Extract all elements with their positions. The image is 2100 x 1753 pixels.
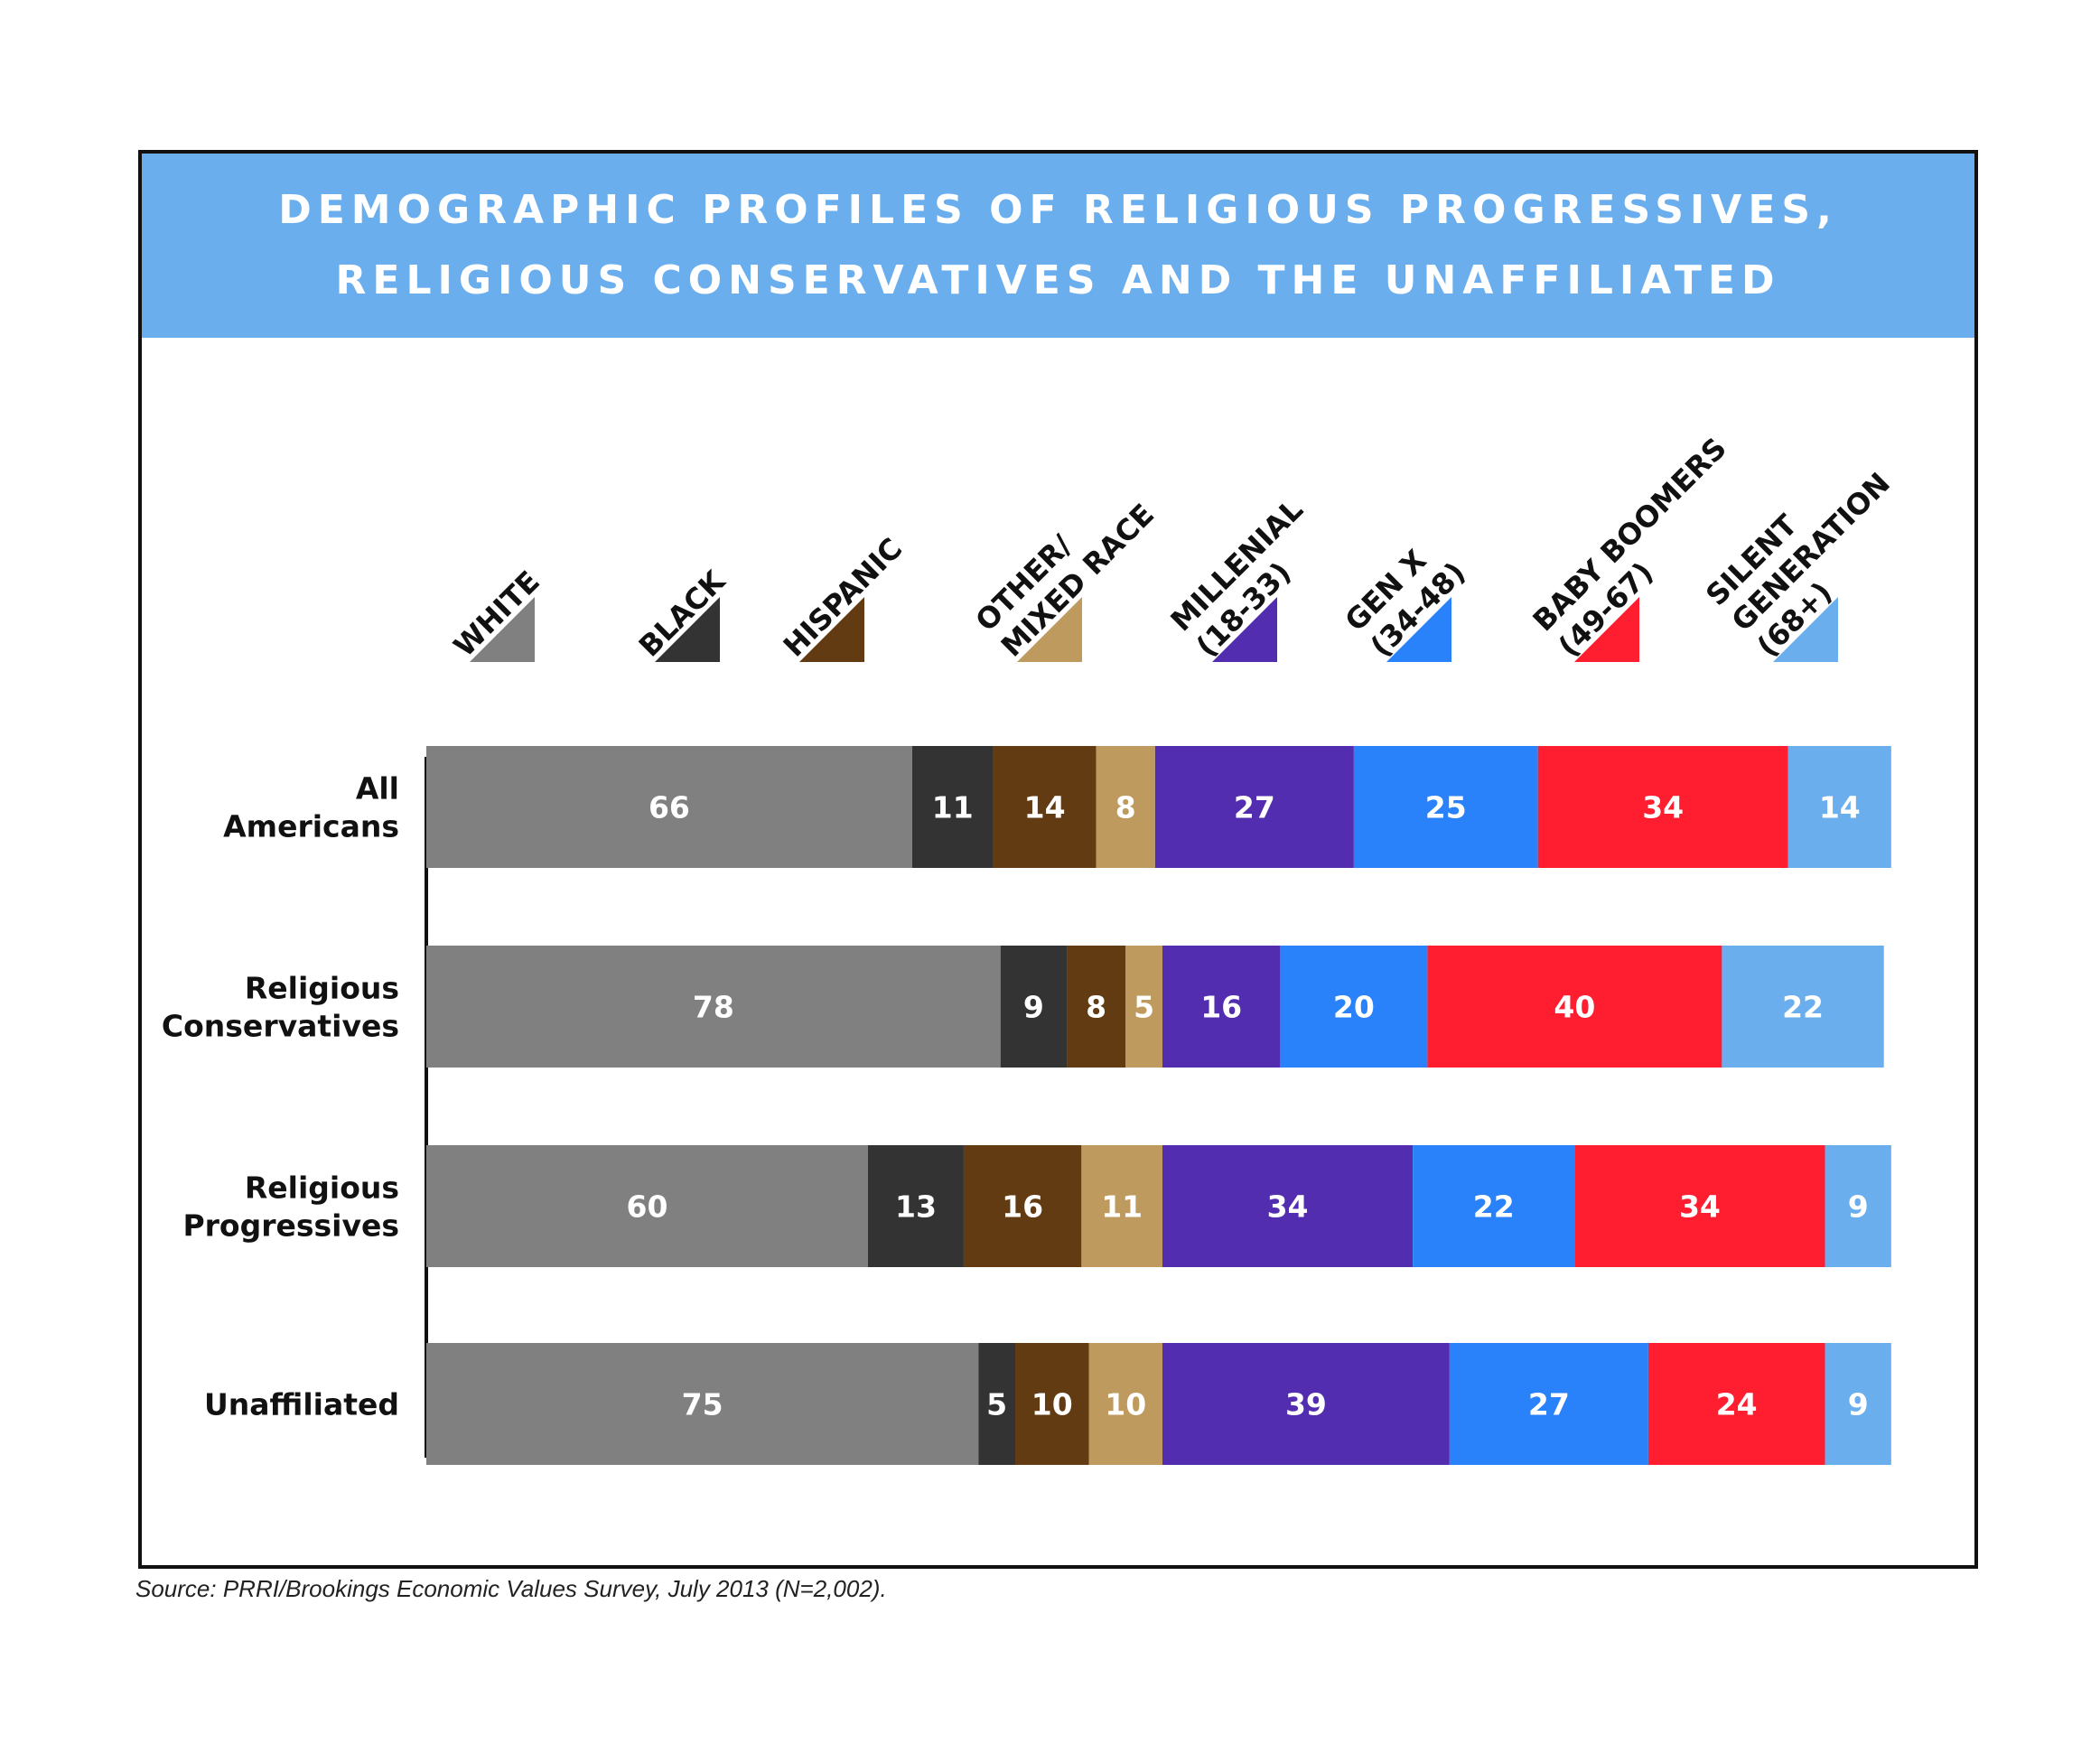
chart-title-line-1: DEMOGRAPHIC PROFILES OF RELIGIOUS PROGRE… — [278, 187, 1838, 233]
data-label-2-5: 22 — [1473, 1189, 1515, 1225]
data-label-2-4: 34 — [1267, 1189, 1309, 1225]
legend-swatch-2 — [799, 597, 864, 662]
bar-segment-1-3 — [1125, 946, 1162, 1068]
category-label-0: All Americans — [223, 771, 399, 844]
data-label-0-0: 66 — [649, 790, 690, 825]
bar-segment-0-6 — [1537, 746, 1788, 868]
bar-segment-1-2 — [1067, 946, 1126, 1068]
legend-swatch-1 — [655, 597, 720, 662]
legend-swatch-3 — [1017, 597, 1082, 662]
bar-segment-0-2 — [993, 746, 1097, 868]
data-label-1-7: 22 — [1782, 990, 1824, 1025]
bar-segment-3-0 — [426, 1343, 979, 1465]
data-label-0-4: 27 — [1234, 790, 1275, 825]
bar-segment-3-6 — [1647, 1343, 1825, 1465]
bar-segment-0-4 — [1154, 746, 1354, 868]
bar-segment-0-1 — [911, 746, 994, 868]
category-label-3: Unaffiliated — [204, 1387, 399, 1422]
data-label-3-6: 24 — [1716, 1387, 1758, 1422]
data-label-2-7: 9 — [1848, 1189, 1869, 1225]
bar-segment-2-1 — [868, 1145, 964, 1267]
bar-segment-3-3 — [1088, 1343, 1162, 1465]
data-label-3-4: 39 — [1285, 1387, 1327, 1422]
bar-segment-2-0 — [426, 1145, 868, 1267]
bar-segment-2-6 — [1574, 1145, 1825, 1267]
data-label-0-5: 25 — [1425, 790, 1467, 825]
data-label-2-6: 34 — [1679, 1189, 1721, 1225]
bar-segment-3-4 — [1162, 1343, 1450, 1465]
title-banner: DEMOGRAPHIC PROFILES OF RELIGIOUS PROGRE… — [142, 154, 1974, 338]
chart-title-line-2: RELIGIOUS CONSERVATIVES AND THE UNAFFILI… — [335, 257, 1781, 303]
data-label-2-1: 13 — [895, 1189, 937, 1225]
data-label-1-6: 40 — [1554, 990, 1595, 1025]
data-label-0-3: 8 — [1115, 790, 1136, 825]
bar-segment-3-2 — [1015, 1343, 1089, 1465]
data-label-3-5: 27 — [1528, 1387, 1570, 1422]
bar-segment-1-0 — [426, 946, 1001, 1068]
bar-segment-0-3 — [1096, 746, 1155, 868]
bar-segment-3-7 — [1825, 1343, 1891, 1465]
data-label-1-1: 9 — [1023, 990, 1044, 1025]
bar-segment-1-5 — [1280, 946, 1428, 1068]
bar-segment-0-7 — [1787, 746, 1891, 868]
data-label-1-0: 78 — [693, 990, 734, 1025]
category-label-2: Religious Progressives — [182, 1170, 399, 1244]
legend-swatch-4 — [1212, 597, 1277, 662]
legend-label-6: BABY BOOMERS(49-67) — [1526, 431, 1759, 664]
data-label-3-0: 75 — [682, 1387, 723, 1422]
bar-segment-1-7 — [1722, 946, 1884, 1068]
data-label-1-5: 20 — [1333, 990, 1375, 1025]
data-label-3-2: 10 — [1031, 1387, 1073, 1422]
source-note: Source: PRRI/Brookings Economic Values S… — [135, 1575, 887, 1602]
bar-segment-1-4 — [1162, 946, 1281, 1068]
bar-segment-0-0 — [426, 746, 912, 868]
bar-segment-1-6 — [1427, 946, 1722, 1068]
legend-swatch-0 — [470, 597, 535, 662]
data-label-3-7: 9 — [1848, 1387, 1869, 1422]
data-label-1-4: 16 — [1200, 990, 1242, 1025]
data-label-0-2: 14 — [1024, 790, 1066, 825]
bar-segment-3-1 — [978, 1343, 1015, 1465]
data-label-1-2: 8 — [1086, 990, 1106, 1025]
legend-label-5: GEN X(34-48) — [1339, 529, 1472, 663]
data-label-2-0: 60 — [627, 1189, 668, 1225]
data-label-0-1: 11 — [932, 790, 974, 825]
bar-segment-1-1 — [1000, 946, 1068, 1068]
data-label-3-3: 10 — [1105, 1387, 1146, 1422]
category-label-1: Religious Conservatives — [162, 971, 399, 1044]
data-label-0-6: 34 — [1642, 790, 1684, 825]
bar-segment-2-2 — [963, 1145, 1082, 1267]
bar-segment-2-5 — [1413, 1145, 1575, 1267]
bar-segment-2-4 — [1162, 1145, 1414, 1267]
data-label-2-3: 11 — [1101, 1189, 1143, 1225]
data-label-2-2: 16 — [1002, 1189, 1043, 1225]
data-label-1-3: 5 — [1134, 990, 1154, 1025]
bar-segment-2-7 — [1825, 1145, 1891, 1267]
data-label-0-7: 14 — [1819, 790, 1861, 825]
bar-segment-0-5 — [1353, 746, 1538, 868]
bar-segment-2-3 — [1081, 1145, 1162, 1267]
legend-swatch-7 — [1773, 597, 1838, 662]
data-label-3-1: 5 — [986, 1387, 1007, 1422]
legend-swatch-5 — [1386, 597, 1451, 662]
bar-segment-3-5 — [1449, 1343, 1648, 1465]
legend-swatch-6 — [1574, 597, 1639, 662]
